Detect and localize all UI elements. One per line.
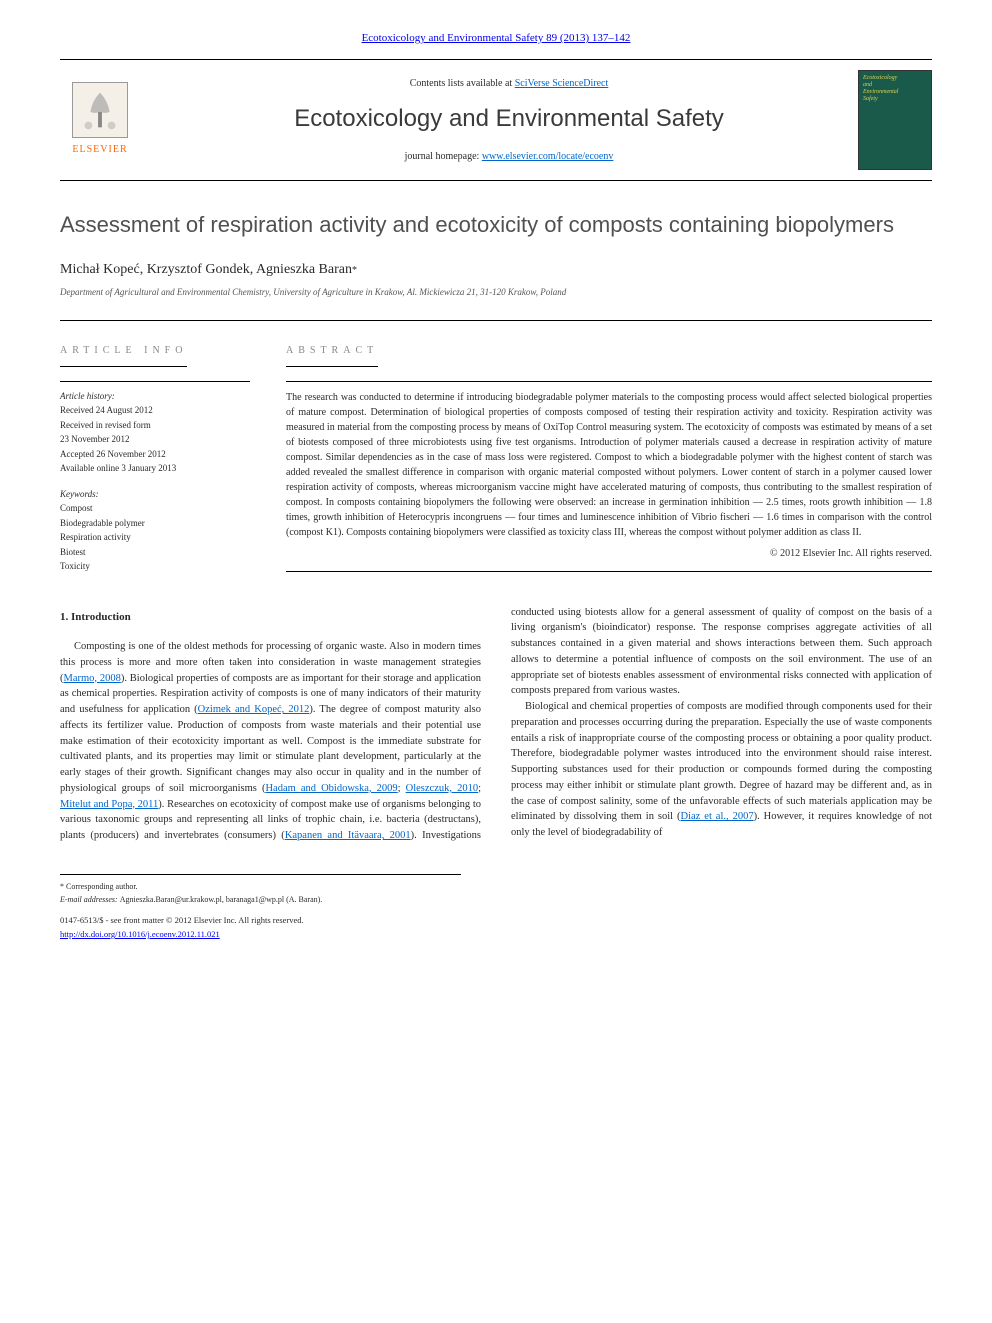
- accepted-date: Accepted 26 November 2012: [60, 448, 250, 462]
- abstract-column: ABSTRACT The research was conducted to d…: [286, 339, 932, 575]
- keyword: Compost: [60, 502, 250, 516]
- article-title: Assessment of respiration activity and e…: [60, 211, 932, 240]
- email-label: E-mail addresses:: [60, 895, 120, 904]
- contents-prefix: Contents lists available at: [410, 78, 515, 89]
- abstract-copyright: © 2012 Elsevier Inc. All rights reserved…: [286, 546, 932, 572]
- keyword: Biotest: [60, 546, 250, 560]
- keyword: Respiration activity: [60, 531, 250, 545]
- cover-line: and: [863, 82, 927, 89]
- citation-link[interactable]: Kapanen and Itävaara, 2001: [285, 830, 411, 841]
- keywords-heading: Keywords:: [60, 488, 250, 502]
- citation-header: Ecotoxicology and Environmental Safety 8…: [60, 30, 932, 47]
- authors: Michał Kopeć, Krzysztof Gondek, Agnieszk…: [60, 259, 932, 280]
- publisher-name: ELSEVIER: [72, 142, 127, 157]
- masthead-center: Contents lists available at SciVerse Sci…: [160, 76, 858, 164]
- abstract-text: The research was conducted to determine …: [286, 381, 932, 540]
- body-paragraph: Biological and chemical properties of co…: [511, 699, 932, 841]
- cover-line: Environmental: [863, 89, 927, 96]
- cover-line: Safety: [863, 96, 927, 103]
- info-abstract-row: ARTICLE INFO Article history: Received 2…: [60, 320, 932, 575]
- citation-link[interactable]: Mitelut and Popa, 2011: [60, 799, 158, 810]
- keyword: Biodegradable polymer: [60, 517, 250, 531]
- issn-line: 0147-6513/$ - see front matter © 2012 El…: [60, 915, 479, 927]
- journal-title: Ecotoxicology and Environmental Safety: [160, 101, 858, 137]
- elsevier-tree-icon: [72, 82, 128, 138]
- article-info-column: ARTICLE INFO Article history: Received 2…: [60, 339, 250, 575]
- footnote-block: * Corresponding author. E-mail addresses…: [60, 874, 461, 905]
- keyword: Toxicity: [60, 560, 250, 574]
- citation-link[interactable]: Diaz et al., 2007: [681, 811, 754, 822]
- homepage-link[interactable]: www.elsevier.com/locate/ecoenv: [482, 151, 614, 162]
- revised-date-line2: 23 November 2012: [60, 433, 250, 447]
- citation-link[interactable]: Ecotoxicology and Environmental Safety 8…: [362, 32, 631, 44]
- corresponding-marker: *: [352, 265, 357, 276]
- email-line: E-mail addresses: Agnieszka.Baran@ur.kra…: [60, 894, 461, 905]
- contents-line: Contents lists available at SciVerse Sci…: [160, 76, 858, 91]
- cover-line: Ecotoxicology: [863, 75, 927, 82]
- history-heading: Article history:: [60, 381, 250, 404]
- journal-cover-thumbnail: Ecotoxicology and Environmental Safety: [858, 70, 932, 170]
- author-names: Michał Kopeć, Krzysztof Gondek, Agnieszk…: [60, 262, 352, 277]
- homepage-prefix: journal homepage:: [405, 151, 482, 162]
- sciencedirect-link[interactable]: SciVerse ScienceDirect: [515, 78, 609, 89]
- revised-date-line1: Received in revised form: [60, 419, 250, 433]
- abstract-label: ABSTRACT: [286, 343, 378, 367]
- body-two-column: 1. Introduction Composting is one of the…: [60, 605, 932, 844]
- affiliation: Department of Agricultural and Environme…: [60, 286, 932, 300]
- citation-link[interactable]: Hadam and Obidowska, 2009: [265, 783, 397, 794]
- citation-link[interactable]: Ozimek and Kopeć, 2012: [198, 704, 310, 715]
- homepage-line: journal homepage: www.elsevier.com/locat…: [160, 149, 858, 164]
- introduction-heading: 1. Introduction: [60, 609, 481, 626]
- masthead: ELSEVIER Contents lists available at Sci…: [60, 59, 932, 181]
- citation-link[interactable]: Marmo, 2008: [64, 673, 121, 684]
- publisher-logo-block: ELSEVIER: [60, 82, 140, 157]
- online-date: Available online 3 January 2013: [60, 462, 250, 476]
- corresponding-author-note: * Corresponding author.: [60, 881, 461, 892]
- doi-anchor[interactable]: http://dx.doi.org/10.1016/j.ecoenv.2012.…: [60, 929, 220, 939]
- received-date: Received 24 August 2012: [60, 404, 250, 418]
- email-addresses: Agnieszka.Baran@ur.krakow.pl, baranaga1@…: [120, 895, 323, 904]
- doi-block: 0147-6513/$ - see front matter © 2012 El…: [60, 915, 479, 941]
- doi-link: http://dx.doi.org/10.1016/j.ecoenv.2012.…: [60, 929, 479, 941]
- citation-link[interactable]: Oleszczuk, 2010: [406, 783, 478, 794]
- article-info-label: ARTICLE INFO: [60, 343, 187, 367]
